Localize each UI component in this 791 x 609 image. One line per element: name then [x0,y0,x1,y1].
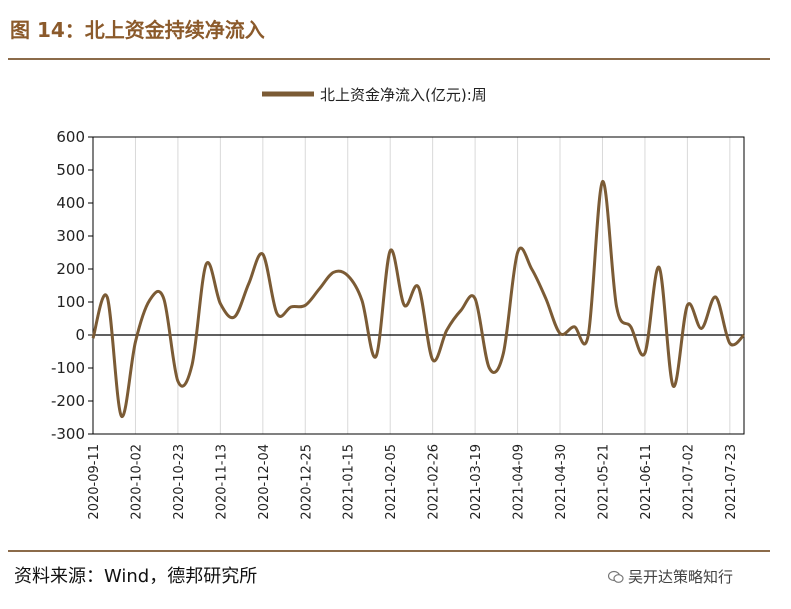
source-note: 资料来源：Wind，德邦研究所 [14,566,258,587]
x-tick-label: 2020-09-11 [87,444,102,520]
x-tick-label: 2021-05-21 [596,444,611,520]
x-tick-label: 2021-07-02 [681,444,696,520]
y-tick-label: 100 [56,293,85,311]
top-rule [8,58,770,60]
bottom-rule [8,550,770,552]
x-tick-label: 2021-06-11 [639,444,654,520]
line-chart: 北上资金净流入(亿元):周 -300 -200 -100 0 100 200 300 400 5… [51,86,746,520]
watermark: 吴开达策略知行 [608,566,733,587]
y-tick-label: -200 [51,392,85,410]
figure-title: 图 14：北上资金持续净流入 [10,18,265,42]
x-tick-label: 2020-10-02 [129,444,144,520]
y-tick-label: -100 [51,359,85,377]
x-tick-label: 2021-04-30 [554,444,569,520]
legend-label: 北上资金净流入(亿元):周 [320,86,487,104]
y-tick-label: 200 [56,260,85,278]
y-tick-label: 600 [56,128,85,146]
plot-frame [92,136,745,435]
x-tick-label: 2020-12-04 [257,444,272,520]
x-tick-label: 2021-02-05 [384,444,399,520]
x-tick-label: 2021-03-19 [469,444,484,520]
y-tick-label: 500 [56,161,85,179]
wechat-icon [608,570,624,583]
y-tick-label: 0 [75,326,85,344]
x-tick-label: 2021-02-26 [427,444,442,520]
chart-legend: 北上资金净流入(亿元):周 [262,86,487,104]
y-tick-label: -300 [51,425,85,443]
x-tick-label: 2021-07-23 [724,444,739,520]
watermark-text: 吴开达策略知行 [628,568,734,586]
y-tick-label: 300 [56,227,85,245]
x-tick-label: 2021-04-09 [512,444,527,520]
x-tick-label: 2021-01-15 [342,444,357,520]
y-tick-label: 400 [56,194,85,212]
x-tick-label: 2020-12-25 [299,444,314,520]
x-tick-label: 2020-11-13 [214,444,229,520]
series-line [91,180,746,418]
x-tick-label: 2020-10-23 [172,444,187,520]
